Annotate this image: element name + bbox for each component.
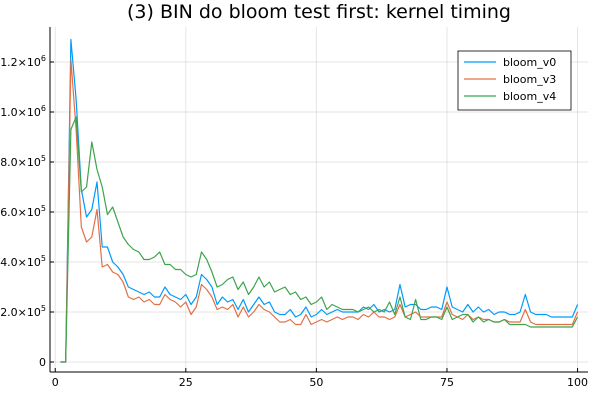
y-tick-label: 0 <box>39 356 46 369</box>
legend-label: bloom_v4 <box>503 90 556 103</box>
legend-label: bloom_v0 <box>503 56 556 69</box>
y-tick-mantissa: 6.0×10 <box>0 206 41 219</box>
series-line-bloom-v4 <box>60 116 579 363</box>
x-tick-label: 50 <box>309 376 323 389</box>
y-tick-mantissa: 1.0×10 <box>0 106 41 119</box>
series-line-bloom-v0 <box>60 38 579 363</box>
y-tick-mantissa: 1.2×10 <box>0 56 41 69</box>
y-tick-exponent: 5 <box>41 304 46 313</box>
x-tick-label: 25 <box>179 376 193 389</box>
y-tick-label: 8.0×105 <box>0 154 46 169</box>
series <box>60 38 579 363</box>
y-tick-exponent: 5 <box>41 254 46 263</box>
x-tick-label: 75 <box>440 376 454 389</box>
y-tick-label: 4.0×105 <box>0 254 46 269</box>
axes <box>49 27 588 373</box>
grid <box>50 27 588 372</box>
y-tick-label: 6.0×105 <box>0 204 46 219</box>
y-tick-label: 2.0×105 <box>0 304 46 319</box>
y-tick-exponent: 6 <box>41 54 46 63</box>
tick-labels: 0 25 50 75 10002.0×1054.0×1056.0×1058.0×1051… <box>0 54 588 389</box>
y-tick-mantissa: 2.0×10 <box>0 306 41 319</box>
x-tick-label: 100 <box>567 376 588 389</box>
legend-box <box>457 50 572 111</box>
y-tick-mantissa: 8.0×10 <box>0 156 41 169</box>
y-tick-exponent: 5 <box>41 204 46 213</box>
x-tick-label: 0 <box>52 376 59 389</box>
y-tick-mantissa: 4.0×10 <box>0 256 41 269</box>
y-tick-mantissa: 0 <box>39 356 46 369</box>
legend-label: bloom_v3 <box>503 73 556 86</box>
legend: bloom_v0 bloom_v3 bloom_v4 <box>457 50 572 111</box>
chart-title: (3) BIN do bloom test first: kernel timi… <box>127 1 511 23</box>
y-tick-exponent: 6 <box>41 104 46 113</box>
y-tick-exponent: 5 <box>41 154 46 163</box>
y-tick-label: 1.0×106 <box>0 104 46 119</box>
y-tick-label: 1.2×106 <box>0 54 46 69</box>
